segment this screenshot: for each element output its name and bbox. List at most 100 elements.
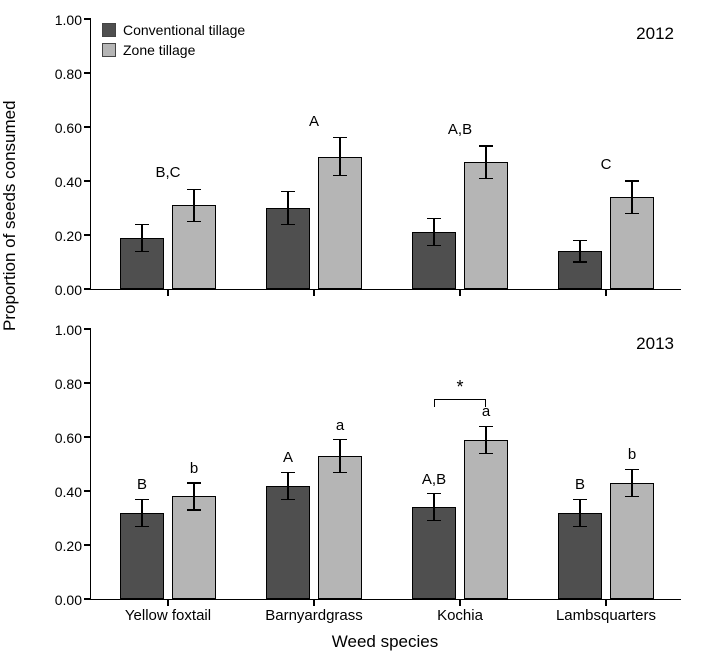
error-bar [141, 499, 142, 526]
error-bar [287, 472, 288, 499]
significance-label: a [336, 417, 344, 434]
error-cap [479, 426, 493, 427]
error-cap [333, 137, 347, 138]
error-cap [187, 482, 201, 483]
error-cap [281, 472, 295, 473]
error-cap [625, 496, 639, 497]
significance-label: b [190, 460, 198, 477]
error-cap [573, 261, 587, 262]
bar [172, 496, 216, 599]
error-cap [479, 145, 493, 146]
year-label: 2013 [636, 334, 674, 354]
x-category-label: Kochia [437, 607, 483, 624]
error-bar [339, 138, 340, 176]
error-cap [187, 509, 201, 510]
significance-label-group: A,B [448, 121, 472, 138]
bar [464, 440, 508, 599]
bar [318, 456, 362, 599]
error-cap [625, 180, 639, 181]
error-cap [135, 526, 149, 527]
error-cap [625, 213, 639, 214]
y-tick-label: 0.20 [42, 538, 82, 554]
error-bar [579, 499, 580, 526]
error-cap [135, 224, 149, 225]
y-tick-label: 0.40 [42, 484, 82, 500]
legend-swatch [102, 43, 116, 57]
x-axis-title: Weed species [90, 632, 680, 652]
figure: Proportion of seeds consumed B,CAA,BC0.0… [0, 0, 714, 662]
y-tick [84, 234, 91, 236]
error-bar [287, 192, 288, 224]
significance-bracket [434, 399, 486, 400]
error-bar [485, 426, 486, 453]
panel-2012: B,CAA,BC0.000.200.400.600.801.002012Conv… [90, 20, 680, 290]
error-cap [187, 189, 201, 190]
significance-label: A [283, 449, 293, 466]
y-tick-label: 0.80 [42, 376, 82, 392]
x-tick [459, 289, 461, 296]
panel-2013: BbYellow foxtailAaBarnyardgrassA,BaKochi… [90, 330, 680, 600]
error-cap [479, 178, 493, 179]
year-label: 2012 [636, 24, 674, 44]
error-cap [187, 221, 201, 222]
y-axis-title: Proportion of seeds consumed [0, 100, 20, 331]
error-bar [193, 483, 194, 510]
error-cap [573, 240, 587, 241]
error-cap [281, 499, 295, 500]
x-tick [459, 599, 461, 606]
error-cap [427, 493, 441, 494]
error-cap [427, 218, 441, 219]
significance-label-group: B,C [155, 164, 180, 181]
significance-label-group: A [309, 113, 319, 130]
legend-swatch [102, 23, 116, 37]
y-tick-label: 0.60 [42, 120, 82, 136]
x-tick [313, 289, 315, 296]
significance-label: b [628, 446, 636, 463]
error-bar [631, 181, 632, 213]
error-bar [433, 219, 434, 246]
y-tick-label: 0.00 [42, 282, 82, 298]
error-bar [579, 240, 580, 262]
y-tick-label: 0.80 [42, 66, 82, 82]
error-bar [193, 189, 194, 221]
error-cap [281, 224, 295, 225]
x-category-label: Lambsquarters [556, 607, 656, 624]
bar [464, 162, 508, 289]
error-bar [485, 146, 486, 178]
y-tick-label: 0.60 [42, 430, 82, 446]
error-cap [573, 526, 587, 527]
legend-item: Conventional tillage [102, 22, 245, 38]
error-bar [339, 440, 340, 472]
legend-item: Zone tillage [102, 42, 245, 58]
y-tick [84, 598, 91, 600]
significance-label: A,B [422, 471, 446, 488]
legend-label: Conventional tillage [123, 22, 245, 38]
y-tick-label: 0.20 [42, 228, 82, 244]
x-tick [313, 599, 315, 606]
y-tick [84, 328, 91, 330]
error-cap [333, 439, 347, 440]
error-cap [625, 469, 639, 470]
y-tick-label: 0.40 [42, 174, 82, 190]
y-tick [84, 436, 91, 438]
error-bar [141, 224, 142, 251]
y-tick [84, 382, 91, 384]
error-bar [631, 469, 632, 496]
bar [610, 483, 654, 599]
y-tick [84, 18, 91, 20]
x-tick [605, 289, 607, 296]
legend: Conventional tillage Zone tillage [102, 22, 245, 62]
significance-star: * [456, 377, 463, 398]
y-tick [84, 490, 91, 492]
error-bar [433, 494, 434, 521]
x-tick [605, 599, 607, 606]
bar [266, 486, 310, 599]
significance-label: a [482, 403, 490, 420]
error-cap [427, 245, 441, 246]
error-cap [281, 191, 295, 192]
y-tick [84, 126, 91, 128]
error-cap [135, 251, 149, 252]
y-tick [84, 72, 91, 74]
x-tick [167, 289, 169, 296]
bar [318, 157, 362, 289]
